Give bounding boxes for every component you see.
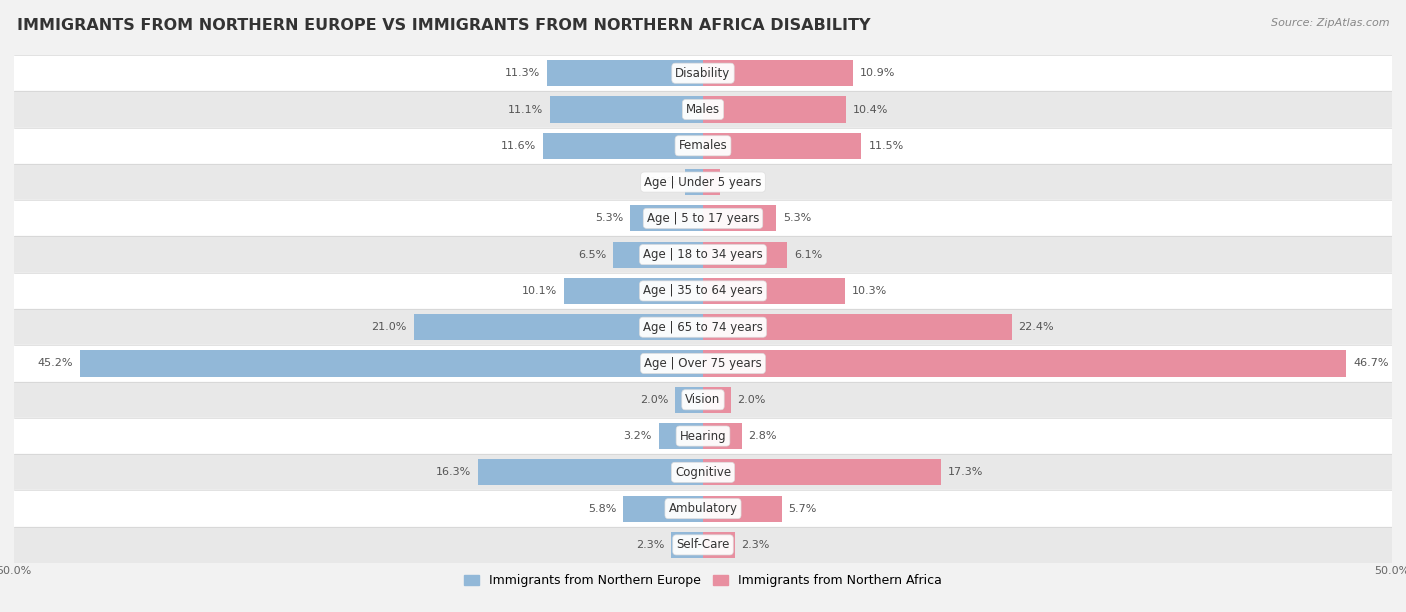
Bar	[703, 496, 782, 521]
Bar	[703, 314, 1012, 340]
Text: 1.3%: 1.3%	[650, 177, 678, 187]
Text: 45.2%: 45.2%	[38, 359, 73, 368]
Bar	[703, 169, 720, 195]
Bar	[14, 490, 1392, 527]
Text: 11.1%: 11.1%	[508, 105, 543, 114]
Bar	[14, 128, 1392, 164]
Text: 10.4%: 10.4%	[853, 105, 889, 114]
Text: 17.3%: 17.3%	[948, 468, 984, 477]
Text: Males: Males	[686, 103, 720, 116]
Text: 16.3%: 16.3%	[436, 468, 471, 477]
Text: Vision: Vision	[685, 394, 721, 406]
Text: Age | Over 75 years: Age | Over 75 years	[644, 357, 762, 370]
Bar	[703, 278, 845, 304]
Text: 2.8%: 2.8%	[748, 431, 778, 441]
Text: 11.3%: 11.3%	[505, 68, 540, 78]
Text: IMMIGRANTS FROM NORTHERN EUROPE VS IMMIGRANTS FROM NORTHERN AFRICA DISABILITY: IMMIGRANTS FROM NORTHERN EUROPE VS IMMIG…	[17, 18, 870, 34]
Bar	[14, 55, 1392, 91]
Text: 6.5%: 6.5%	[578, 250, 606, 259]
Bar	[703, 97, 846, 122]
Bar	[550, 97, 703, 122]
Bar	[675, 387, 703, 413]
Bar	[703, 242, 787, 267]
Bar	[547, 60, 703, 86]
Text: Source: ZipAtlas.com: Source: ZipAtlas.com	[1271, 18, 1389, 28]
Bar	[14, 309, 1392, 345]
Bar	[703, 351, 1347, 376]
Text: 2.3%: 2.3%	[741, 540, 770, 550]
Text: 3.2%: 3.2%	[624, 431, 652, 441]
Bar	[14, 345, 1392, 382]
Bar	[14, 382, 1392, 418]
Text: Females: Females	[679, 140, 727, 152]
Bar	[703, 133, 862, 159]
Text: Age | 5 to 17 years: Age | 5 to 17 years	[647, 212, 759, 225]
Text: Ambulatory: Ambulatory	[668, 502, 738, 515]
Text: 2.0%: 2.0%	[640, 395, 669, 405]
Bar	[14, 418, 1392, 454]
Text: Age | 35 to 64 years: Age | 35 to 64 years	[643, 285, 763, 297]
Text: 5.3%: 5.3%	[595, 214, 623, 223]
Bar	[630, 205, 703, 231]
Bar	[703, 60, 853, 86]
Bar	[14, 91, 1392, 128]
Text: 10.9%: 10.9%	[860, 68, 896, 78]
Bar	[14, 527, 1392, 563]
Text: 5.7%: 5.7%	[789, 504, 817, 513]
Legend: Immigrants from Northern Europe, Immigrants from Northern Africa: Immigrants from Northern Europe, Immigra…	[458, 569, 948, 592]
Bar	[14, 236, 1392, 273]
Bar	[703, 387, 731, 413]
Text: 22.4%: 22.4%	[1018, 322, 1054, 332]
Text: 11.5%: 11.5%	[869, 141, 904, 151]
Bar	[703, 532, 735, 558]
Bar	[564, 278, 703, 304]
Text: Disability: Disability	[675, 67, 731, 80]
Text: 6.1%: 6.1%	[794, 250, 823, 259]
Text: 21.0%: 21.0%	[371, 322, 406, 332]
Bar	[685, 169, 703, 195]
Text: Age | 18 to 34 years: Age | 18 to 34 years	[643, 248, 763, 261]
Bar	[80, 351, 703, 376]
Text: Age | Under 5 years: Age | Under 5 years	[644, 176, 762, 188]
Bar	[623, 496, 703, 521]
Text: Hearing: Hearing	[679, 430, 727, 442]
Text: 2.0%: 2.0%	[738, 395, 766, 405]
Text: Age | 65 to 74 years: Age | 65 to 74 years	[643, 321, 763, 334]
Text: 2.3%: 2.3%	[636, 540, 665, 550]
Text: 10.1%: 10.1%	[522, 286, 557, 296]
Bar	[703, 205, 776, 231]
Bar	[413, 314, 703, 340]
Text: 11.6%: 11.6%	[501, 141, 536, 151]
Bar	[703, 423, 741, 449]
Text: 10.3%: 10.3%	[852, 286, 887, 296]
Text: 5.8%: 5.8%	[588, 504, 616, 513]
Bar	[613, 242, 703, 267]
Bar	[14, 273, 1392, 309]
Bar	[703, 459, 942, 485]
Bar	[14, 454, 1392, 490]
Bar	[543, 133, 703, 159]
Bar	[671, 532, 703, 558]
Text: Cognitive: Cognitive	[675, 466, 731, 479]
Bar	[14, 164, 1392, 200]
Text: 5.3%: 5.3%	[783, 214, 811, 223]
Bar	[14, 200, 1392, 236]
Text: 46.7%: 46.7%	[1354, 359, 1389, 368]
Bar	[478, 459, 703, 485]
Bar	[659, 423, 703, 449]
Text: 1.2%: 1.2%	[727, 177, 755, 187]
Text: Self-Care: Self-Care	[676, 539, 730, 551]
